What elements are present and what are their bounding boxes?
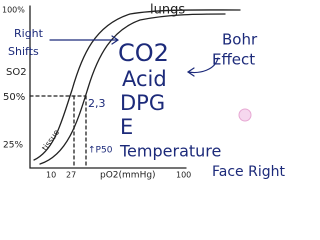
factor: CO2 xyxy=(118,39,169,67)
background xyxy=(0,0,320,180)
whiteboard: 100% SO2 50% 25% 10 27 pO2(mmHg) 100 lun… xyxy=(0,0,320,181)
bohr-effect: Effect xyxy=(212,51,255,69)
cursor-dot xyxy=(238,108,252,122)
x-label: 27 xyxy=(66,171,76,180)
y-label: 100% xyxy=(2,6,25,15)
factor: E xyxy=(120,115,133,139)
bohr-arrow xyxy=(186,57,219,77)
y-label: 25% xyxy=(3,141,23,151)
y-label: 50% xyxy=(3,92,25,103)
factor: 2,3 xyxy=(88,97,106,110)
right-shift-arrow xyxy=(49,35,120,45)
shifted-curve xyxy=(39,13,226,165)
right-shifts: Shifts xyxy=(8,45,39,58)
factor: Temperature xyxy=(119,142,221,161)
x-label: 10 xyxy=(46,171,56,180)
lungs-label: lungs xyxy=(150,3,185,18)
face-right: Face Right xyxy=(212,164,285,180)
y-label: SO2 xyxy=(6,67,27,78)
bohr-effect: Bohr xyxy=(222,31,258,49)
factor: Acid xyxy=(122,67,167,91)
p50-drop xyxy=(73,95,87,169)
axes xyxy=(29,5,187,169)
p50-label: ↑P50 xyxy=(88,146,113,156)
right-shifts: Right xyxy=(14,27,44,40)
factor: DPG xyxy=(120,91,165,115)
x-label: pO2(mmHg) xyxy=(100,171,156,181)
x-label: 100 xyxy=(176,171,191,180)
